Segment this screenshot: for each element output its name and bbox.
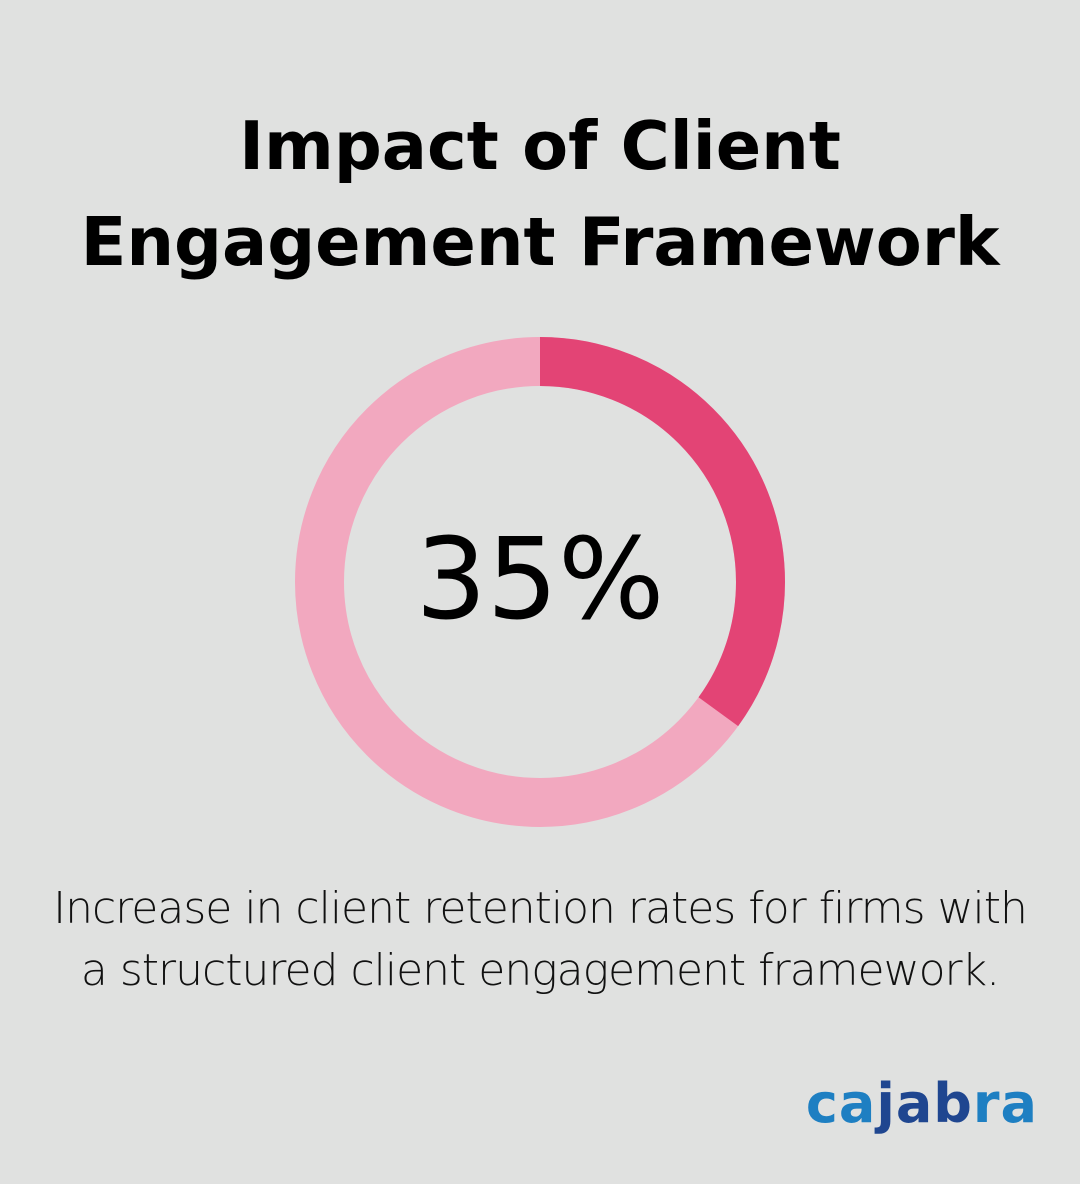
title-line-1: Impact of Client [239, 107, 841, 185]
center-value: 35% [415, 515, 665, 645]
donut-value-segment [295, 337, 785, 827]
donut-chart [295, 337, 785, 827]
caption: Increase in client retention rates for f… [0, 878, 1080, 1002]
logo-part-3: ra [972, 1072, 1038, 1135]
page-title: Impact of Client Engagement Framework [0, 98, 1080, 290]
logo-part-2: jab [876, 1072, 973, 1135]
logo-part-1: ca [805, 1072, 877, 1135]
caption-line-2: a structured client engagement framework… [80, 945, 1000, 996]
brand-logo: cajabra [806, 1072, 1038, 1135]
caption-line-1: Increase in client retention rates for f… [53, 883, 1028, 934]
title-line-2: Engagement Framework [80, 203, 1000, 281]
